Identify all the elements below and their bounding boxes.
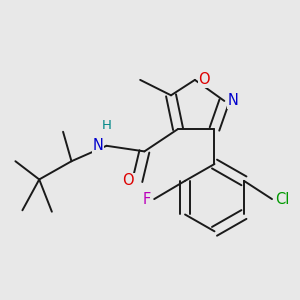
Text: N: N: [92, 138, 103, 153]
Text: Cl: Cl: [275, 192, 290, 207]
Text: H: H: [102, 119, 112, 132]
Text: H: H: [102, 119, 112, 132]
Text: O: O: [198, 72, 210, 87]
Text: N: N: [92, 138, 103, 153]
Text: O: O: [122, 173, 134, 188]
Text: N: N: [228, 93, 238, 108]
Text: F: F: [142, 192, 151, 207]
